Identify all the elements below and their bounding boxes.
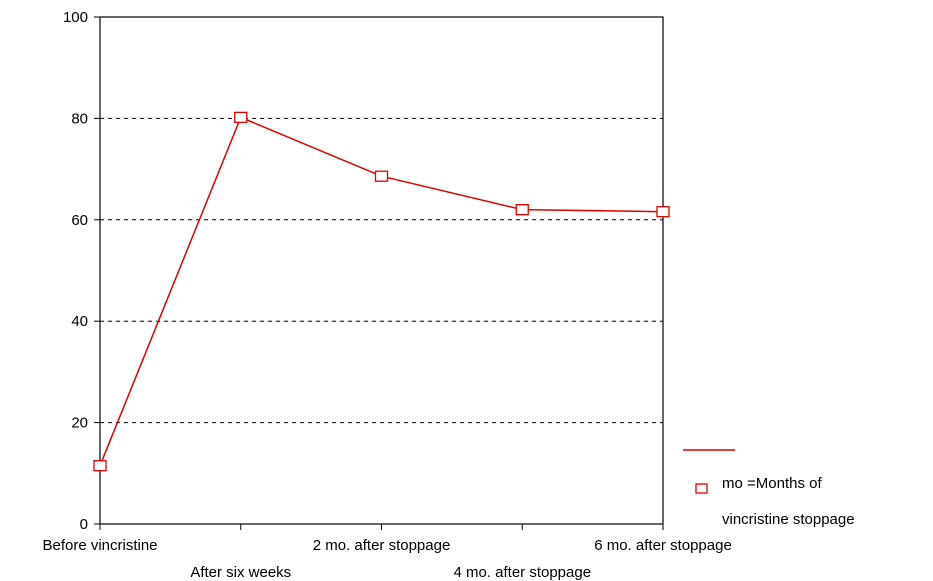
series [93, 111, 670, 472]
y-tick-label: 60 [71, 212, 88, 229]
y-axis: 0 20 40 60 80 100 [63, 9, 100, 533]
gridlines [100, 117, 663, 424]
series-line [99, 116, 664, 466]
y-tick-label: 40 [71, 313, 88, 330]
legend-marker-swatch [695, 483, 708, 494]
data-point-marker [93, 460, 107, 472]
y-tick-label: 100 [63, 9, 88, 26]
x-tick-label: 4 mo. after stoppage [453, 564, 591, 581]
data-point-marker [234, 111, 248, 124]
x-axis: Before vincristine After six weeks 2 mo. a… [42, 524, 732, 581]
x-tick-label: Before vincristine [42, 537, 157, 554]
y-tick-label: 0 [80, 516, 88, 533]
y-tick-label: 20 [71, 415, 88, 432]
legend-text-line1: mo =Months of [722, 475, 822, 492]
data-point-marker [515, 204, 529, 216]
plot-frame [99, 16, 664, 525]
x-tick-label: 6 mo. after stoppage [594, 537, 732, 554]
data-point-marker [374, 170, 389, 182]
y-tick-label: 80 [71, 110, 88, 127]
x-tick-label: After six weeks [190, 564, 291, 581]
x-tick-label: 2 mo. after stoppage [313, 537, 451, 554]
data-point-marker [656, 206, 670, 218]
legend: mo =Months of vincristine stoppage [683, 449, 855, 528]
legend-text-line2: vincristine stoppage [722, 511, 855, 528]
